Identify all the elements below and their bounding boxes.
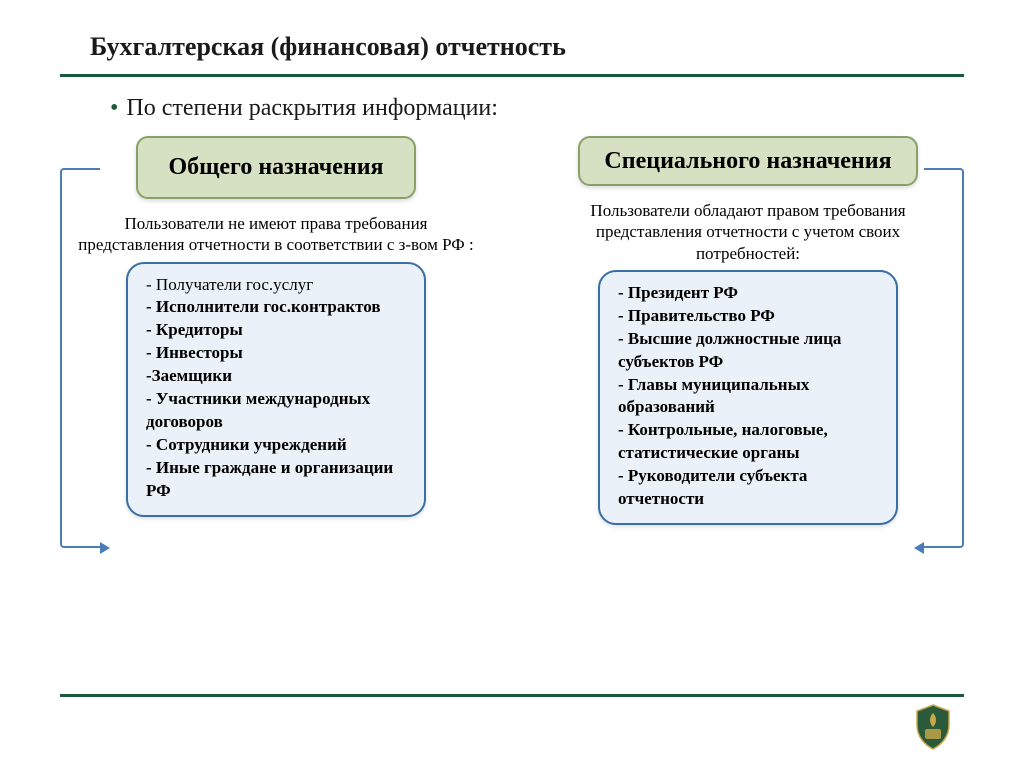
list-item: - Президент РФ xyxy=(618,282,878,305)
list-item: - Высшие должностные лица субъектов РФ xyxy=(618,328,878,374)
list-box-general: - Получатели гос.услуг- Исполнители гос.… xyxy=(126,262,426,517)
list-item: - Контрольные, налоговые, статистические… xyxy=(618,419,878,465)
columns: Общего назначения Пользователи не имеют … xyxy=(60,136,964,525)
divider-top xyxy=(60,74,964,77)
subtitle: • По степени раскрытия информации: xyxy=(110,95,964,122)
header-box-special: Специального назначения xyxy=(578,136,917,186)
list-item: - Иные граждане и организации РФ xyxy=(146,457,406,503)
header-box-general: Общего назначения xyxy=(136,136,416,199)
slide: Бухгалтерская (финансовая) отчетность • П… xyxy=(0,0,1024,767)
arrowhead-right xyxy=(914,542,924,554)
column-left: Общего назначения Пользователи не имеют … xyxy=(70,136,482,525)
page-title: Бухгалтерская (финансовая) отчетность xyxy=(60,32,964,62)
list-item: - Сотрудники учреждений xyxy=(146,434,406,457)
column-right: Специального назначения Пользователи обл… xyxy=(542,136,954,525)
list-item: - Кредиторы xyxy=(146,319,406,342)
list-item: - Участники международных договоров xyxy=(146,388,406,434)
divider-bottom xyxy=(60,694,964,697)
subtitle-text: По степени раскрытия информации: xyxy=(126,95,498,121)
list-item: - Получатели гос.услуг xyxy=(146,274,406,297)
list-item: - Главы муниципальных образований xyxy=(618,374,878,420)
logo-icon xyxy=(912,703,954,751)
desc-general: Пользователи не имеют права требования п… xyxy=(71,213,481,256)
list-box-special: - Президент РФ- Правительство РФ- Высшие… xyxy=(598,270,898,525)
list-item: - Инвесторы xyxy=(146,342,406,365)
desc-special: Пользователи обладают правом требования … xyxy=(543,200,953,264)
list-item: - Правительство РФ xyxy=(618,305,878,328)
arrowhead-left xyxy=(100,542,110,554)
list-item: - Исполнители гос.контрактов xyxy=(146,296,406,319)
bullet-icon: • xyxy=(110,95,118,121)
list-item: -Заемщики xyxy=(146,365,406,388)
list-item: - Руководители субъекта отчетности xyxy=(618,465,878,511)
